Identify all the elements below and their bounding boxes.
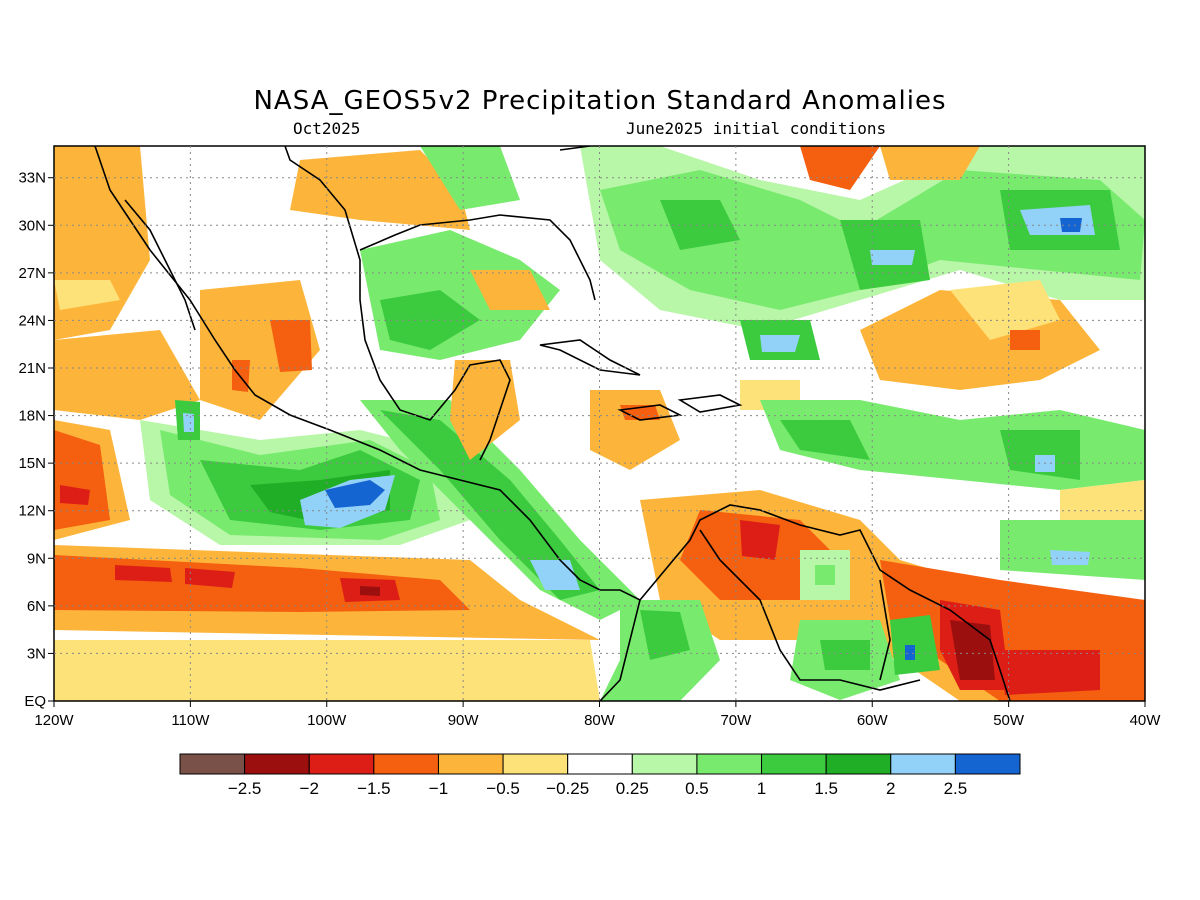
colorbar-swatch — [244, 753, 310, 775]
forecast-month: Oct2025 — [293, 119, 361, 138]
colorbar-swatch — [954, 753, 1021, 775]
lon-tick-label: 40W — [1130, 712, 1162, 729]
lat-tick-label: 27N — [18, 265, 46, 282]
lat-tick-label: 3N — [27, 645, 46, 662]
lon-tick-label: 70W — [720, 712, 752, 729]
axis-labels: 120W 110W 100W 90W 80W 70W 60W 50W 40W 33N 30N 27N 2… — [18, 170, 1161, 729]
lat-tick-label: 9N — [27, 550, 46, 567]
colorbar: −2.5 −2 −1.5 −1 −0.5 −0.25 0.25 0.5 1 1.5 2 2.5 — [179, 753, 1021, 798]
lat-tick-label: 18N — [18, 408, 46, 425]
colorbar-label: −1.5 — [357, 779, 391, 798]
colorbar-swatch — [631, 753, 698, 775]
colorbar-swatch — [502, 753, 569, 775]
lon-tick-label: 110W — [171, 712, 210, 729]
lat-tick-label: 30N — [18, 217, 46, 234]
colorbar-label: −1 — [429, 779, 448, 798]
lon-tick-label: 90W — [448, 712, 480, 729]
colorbar-label: −0.25 — [546, 779, 589, 798]
lon-tick-label: 120W — [34, 712, 74, 729]
colorbar-swatch — [308, 753, 375, 775]
lat-tick-label: 24N — [18, 312, 46, 329]
colorbar-swatch — [761, 753, 827, 775]
colorbar-label: 2.5 — [944, 779, 968, 798]
colorbar-swatch — [890, 753, 956, 775]
colorbar-label: 1.5 — [814, 779, 838, 798]
colorbar-label: 0.25 — [616, 779, 649, 798]
lat-tick-label: 15N — [18, 455, 46, 472]
lon-tick-label: 50W — [993, 712, 1025, 729]
colorbar-label: 1 — [757, 779, 766, 798]
colorbar-label: 0.5 — [685, 779, 709, 798]
coastlines — [94, 146, 1011, 701]
colorbar-swatch — [179, 753, 246, 775]
colorbar-label: −0.5 — [486, 779, 520, 798]
colorbar-label: −2.5 — [228, 779, 262, 798]
lat-tick-label: 33N — [18, 170, 46, 187]
colorbar-swatch — [825, 753, 892, 775]
colorbar-swatch — [437, 753, 504, 775]
map-title: NASA_GEOS5v2 Precipitation Standard Anom… — [253, 86, 947, 116]
lon-tick-label: 80W — [584, 712, 616, 729]
lat-tick-label: 6N — [27, 598, 46, 615]
colorbar-swatch — [567, 753, 633, 775]
gridlines — [54, 146, 1145, 701]
colorbar-label: −2 — [300, 779, 319, 798]
lat-tick-label: 21N — [18, 360, 46, 377]
lon-tick-label: 60W — [857, 712, 889, 729]
lat-tick-label: 12N — [18, 503, 46, 520]
lon-tick-label: 100W — [307, 712, 347, 729]
lat-tick-label: EQ — [24, 693, 46, 710]
colorbar-label: 2 — [886, 779, 895, 798]
anomaly-field — [54, 146, 1145, 701]
initial-conditions: June2025 initial conditions — [626, 119, 887, 138]
colorbar-swatch — [696, 753, 763, 775]
colorbar-swatch — [373, 753, 439, 775]
